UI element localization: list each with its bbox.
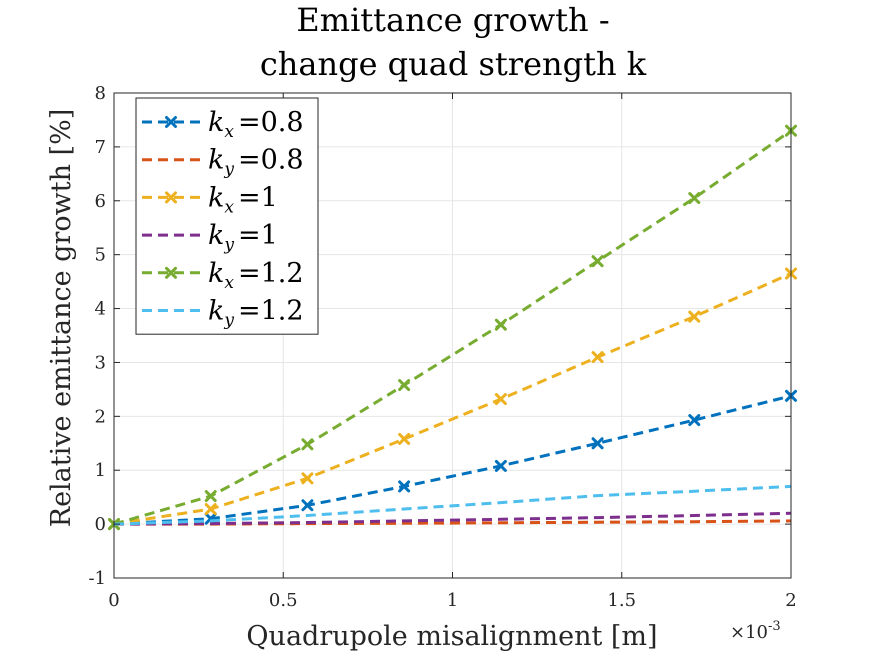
series-line [113, 511, 792, 526]
legend-label: ky =1 [208, 220, 278, 255]
legend-entry: ky =1 [142, 220, 278, 255]
legend-box [135, 97, 319, 335]
data-point-marker [591, 255, 604, 268]
data-point-marker [398, 432, 411, 445]
data-point-marker [301, 438, 314, 451]
x-tick-label: 2 [785, 590, 796, 611]
series-line [113, 272, 792, 526]
series-2 [108, 267, 797, 531]
x-tick-label: 1 [447, 590, 458, 611]
y-tick-label: 2 [95, 406, 106, 427]
y-tick-label: 0 [95, 514, 106, 535]
x-exponent-base: ×10 [730, 622, 768, 643]
y-tick-label: 8 [95, 83, 106, 104]
data-point-marker [301, 472, 314, 485]
data-point-marker [301, 499, 314, 512]
legend-entry: ky =0.8 [142, 145, 304, 180]
y-tick-label: 6 [95, 191, 106, 212]
series-line [113, 129, 792, 526]
series-line [113, 484, 792, 526]
y-tick-label: 4 [95, 299, 106, 320]
series-5 [113, 484, 792, 526]
data-point-marker [398, 480, 411, 493]
x-axis-label: Quadrupole misalignment [m] [246, 621, 657, 652]
y-tick-label: -1 [88, 568, 106, 589]
y-tick-label: 3 [95, 352, 106, 373]
y-tick-label: 5 [95, 245, 106, 266]
legend-label: kx =0.8 [208, 107, 304, 142]
legend-marker [165, 116, 177, 128]
data-point-marker [494, 459, 507, 472]
legend-label: kx =1 [208, 182, 278, 217]
legend-entry: kx =0.8 [142, 107, 304, 142]
series-4 [108, 124, 797, 531]
x-exponent-power: -3 [768, 619, 781, 634]
x-tick-label: 0 [108, 590, 119, 611]
legend: kx =0.8ky =0.8kx =1ky =1kx =1.2ky =1.2 [135, 97, 319, 335]
data-point-marker [204, 503, 217, 516]
data-point-marker [398, 379, 411, 392]
plot-series [108, 124, 797, 531]
chart-title-line-2: change quad strength k [260, 45, 647, 83]
data-point-marker [688, 192, 701, 205]
data-point-marker [688, 310, 701, 323]
legend-entry: kx =1.2 [142, 258, 304, 293]
y-tick-label: 1 [95, 460, 106, 481]
legend-marker [165, 191, 177, 204]
data-point-marker [204, 490, 217, 503]
data-point-marker [494, 318, 507, 331]
data-point-marker [591, 437, 604, 450]
series-3 [113, 511, 792, 526]
data-point-marker [494, 393, 507, 406]
x-tick-label: 1.5 [607, 590, 636, 611]
legend-label: ky =1.2 [208, 296, 304, 331]
chart-title-line-1: Emittance growth - [296, 1, 609, 39]
y-tick-label: 7 [95, 137, 106, 158]
x-exponent-label: ×10-3 [730, 619, 781, 643]
legend-marker [165, 266, 177, 279]
legend-entry: kx =1 [142, 182, 278, 217]
data-point-marker [688, 414, 701, 427]
legend-label: kx =1.2 [208, 258, 304, 293]
y-axis-label: Relative emittance growth [%] [46, 109, 77, 528]
legend-entry: ky =1.2 [142, 296, 304, 331]
series-line [113, 394, 792, 526]
x-tick-label: 0.5 [269, 590, 298, 611]
data-point-marker [591, 351, 604, 364]
legend-label: ky =0.8 [208, 145, 304, 180]
